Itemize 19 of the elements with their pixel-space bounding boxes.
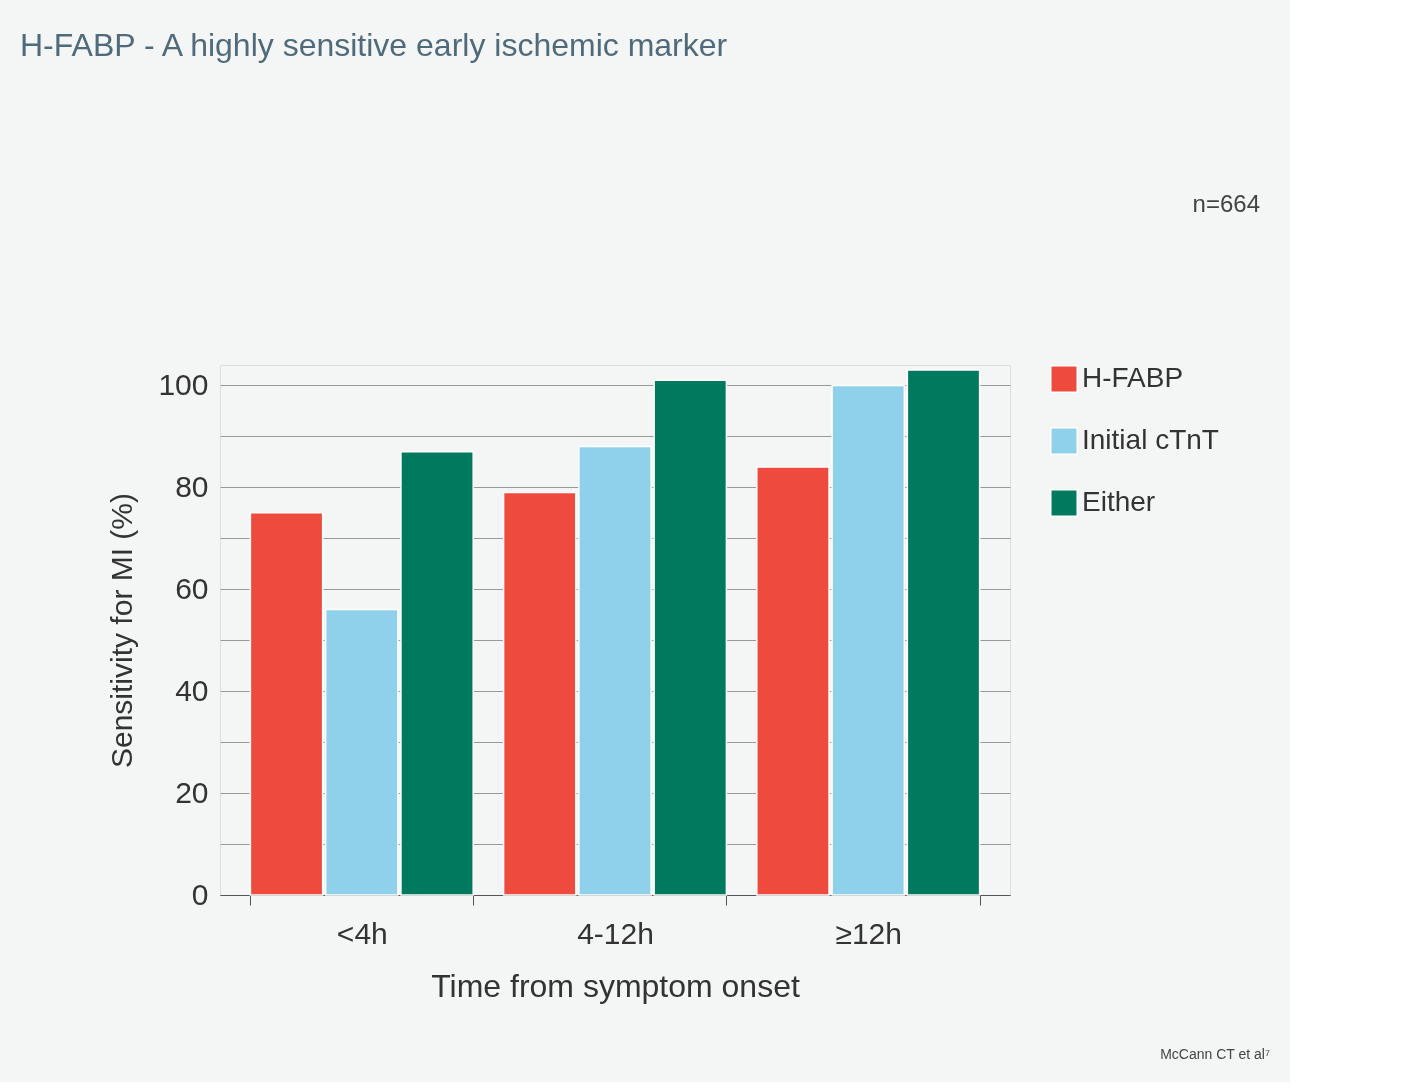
x-tick-label: <4h — [336, 916, 388, 950]
y-tick-label: 20 — [175, 775, 209, 809]
chart-title: H-FABP - A highly sensitive early ischemic marker — [20, 27, 728, 63]
y-tick-label: 100 — [158, 367, 209, 401]
text: McCann CT et al⁷ — [1160, 1046, 1270, 1062]
y-axis-title: Sensitivity for MI (%) — [105, 492, 139, 769]
bar — [906, 369, 981, 896]
y-tick-label: 80 — [175, 469, 209, 503]
legend-label: H-FABP — [1082, 362, 1184, 393]
legend-label: Initial cTnT — [1082, 424, 1219, 455]
x-axis-title: Time from symptom onset — [431, 967, 800, 1004]
x-tick-label: ≥12h — [835, 916, 902, 950]
bar — [249, 512, 324, 896]
legend-label: Either — [1082, 486, 1156, 517]
text: n=664 — [1192, 190, 1260, 217]
y-tick-label: 40 — [175, 673, 209, 707]
x-tick-label: 4-12h — [577, 916, 654, 950]
y-tick-label: 0 — [191, 877, 209, 911]
y-tick-label: 60 — [175, 571, 209, 605]
